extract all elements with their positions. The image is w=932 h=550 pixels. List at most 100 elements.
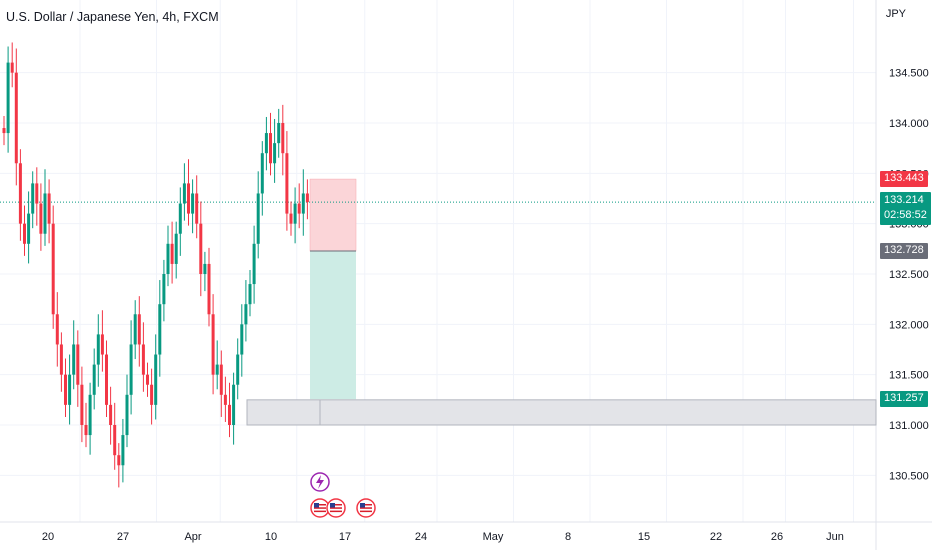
- y-tick-label: 130.500: [889, 470, 929, 482]
- take-profit-zone: [310, 251, 356, 400]
- candle-body: [174, 233, 178, 264]
- candle-body: [154, 354, 158, 405]
- candle-body: [236, 354, 240, 385]
- candle-body: [269, 133, 272, 164]
- candle-body: [35, 183, 39, 204]
- candle-body: [43, 193, 47, 234]
- candle-body: [55, 314, 59, 345]
- currency-label: JPY: [885, 8, 906, 20]
- candle-body: [39, 203, 43, 234]
- flag-stripe: [330, 510, 342, 513]
- flag-stripe: [314, 510, 326, 513]
- stop-loss-zone: [309, 178, 357, 252]
- x-tick-label: 22: [710, 531, 722, 543]
- x-tick-label: 10: [265, 531, 277, 543]
- candle-body: [109, 404, 113, 425]
- candle-body: [281, 123, 285, 154]
- candle-body: [88, 394, 92, 436]
- y-tick-label: 131.000: [889, 420, 929, 432]
- flag-canton: [330, 503, 335, 508]
- y-tick-label: 131.500: [889, 370, 929, 382]
- candle-body: [178, 203, 182, 234]
- candle-body: [125, 394, 129, 436]
- candle-body: [195, 193, 199, 224]
- flag-stripe: [330, 507, 342, 509]
- candle-body: [84, 425, 88, 436]
- candle-body: [264, 133, 268, 154]
- x-tick-label: 15: [638, 531, 650, 543]
- target-price-tag: 131.257: [880, 391, 928, 407]
- candle-body: [285, 153, 289, 214]
- candle-body: [133, 314, 137, 345]
- candle-body: [211, 314, 215, 375]
- candle-body: [244, 304, 248, 325]
- candle-body: [215, 364, 219, 375]
- candle-body: [260, 153, 264, 194]
- candle-body: [96, 334, 100, 365]
- candle-body: [273, 143, 277, 164]
- candle-body: [137, 314, 141, 345]
- x-tick-label: 26: [771, 531, 783, 543]
- y-tick-label: 134.500: [889, 68, 929, 80]
- countdown-timer: 02:58:52: [884, 209, 927, 221]
- x-tick-label: 17: [339, 531, 351, 543]
- candle-body: [121, 435, 125, 466]
- candle-body: [92, 364, 96, 395]
- candle-body: [187, 183, 190, 214]
- candle-body: [223, 394, 227, 405]
- y-tick-label: 132.500: [889, 269, 929, 281]
- candle-body: [232, 384, 236, 425]
- candle-body: [141, 344, 145, 375]
- candle-body: [117, 455, 121, 466]
- x-tick-label: 8: [565, 531, 571, 543]
- x-tick-label: Apr: [184, 531, 201, 543]
- x-tick-label: 20: [42, 531, 54, 543]
- current-price-tag: 133.214 02:58:52: [880, 192, 931, 225]
- y-tick-label: 134.000: [889, 118, 929, 130]
- candle-body: [76, 344, 80, 385]
- candle-body: [248, 284, 252, 305]
- flag-canton: [314, 503, 319, 508]
- candle-body: [158, 304, 162, 355]
- candle-body: [228, 404, 231, 425]
- flag-stripe: [330, 504, 342, 506]
- candle-body: [191, 193, 195, 214]
- candle-body: [182, 183, 186, 204]
- candle-body: [203, 263, 207, 274]
- current-price-value: 133.214: [884, 194, 924, 206]
- candle-body: [170, 243, 174, 264]
- x-tick-label: Jun: [826, 531, 844, 543]
- x-tick-label: 27: [117, 531, 129, 543]
- candle-body: [150, 384, 154, 405]
- candle-body: [293, 203, 297, 224]
- candle-body: [47, 193, 51, 224]
- candle-body: [277, 123, 281, 144]
- flag-stripe: [314, 504, 326, 506]
- candle-body: [146, 374, 149, 385]
- candle-body: [219, 364, 223, 395]
- candle-body: [252, 243, 256, 285]
- candle-body: [23, 223, 26, 244]
- candle-body: [256, 193, 260, 244]
- candle-body: [31, 183, 35, 214]
- flag-stripe: [314, 507, 326, 509]
- x-tick-label: 24: [415, 531, 427, 543]
- candle-body: [297, 203, 301, 214]
- chart-title: U.S. Dollar / Japanese Yen, 4h, FXCM: [6, 10, 219, 24]
- candle-body: [207, 263, 211, 315]
- candle-body: [199, 223, 203, 274]
- candle-body: [113, 425, 117, 456]
- flag-stripe: [360, 504, 372, 506]
- candle-body: [301, 193, 305, 214]
- candle-body: [72, 344, 76, 375]
- candle-body: [2, 128, 6, 134]
- flag-canton: [360, 503, 365, 508]
- y-tick-label: 132.000: [889, 319, 929, 331]
- candle-body: [64, 374, 67, 405]
- candle-body: [14, 72, 18, 164]
- lightning-icon: [316, 475, 324, 489]
- candle-body: [18, 163, 22, 224]
- candle-body: [10, 62, 14, 73]
